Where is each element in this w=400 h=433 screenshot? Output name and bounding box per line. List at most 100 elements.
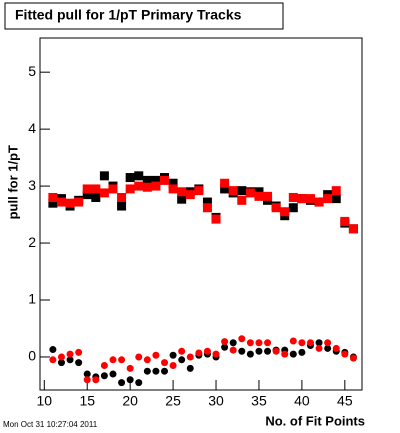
circle-marker xyxy=(109,370,117,378)
square-marker xyxy=(134,171,144,181)
square-marker xyxy=(194,186,204,196)
x-tick-label: 45 xyxy=(337,393,353,409)
square-marker xyxy=(331,194,341,204)
y-tick-label: 0 xyxy=(28,348,36,364)
circle-marker xyxy=(152,351,160,359)
square-marker xyxy=(117,192,127,202)
square-marker xyxy=(48,192,58,202)
square-marker xyxy=(237,186,247,196)
circle-marker xyxy=(281,350,289,358)
circle-marker xyxy=(118,356,126,364)
circle-marker xyxy=(75,359,83,367)
square-marker xyxy=(48,198,58,208)
square-marker xyxy=(220,184,230,194)
circle-marker xyxy=(75,348,83,356)
circle-marker xyxy=(186,353,194,361)
square-marker xyxy=(202,197,212,207)
circle-marker xyxy=(126,364,134,372)
square-marker xyxy=(331,186,341,196)
square-marker xyxy=(280,207,290,217)
circle-marker xyxy=(212,350,220,358)
square-marker xyxy=(91,184,101,194)
circle-marker xyxy=(178,356,186,364)
square-marker xyxy=(99,188,109,198)
square-marker xyxy=(99,171,109,181)
circle-marker xyxy=(298,348,306,356)
square-marker xyxy=(254,191,264,201)
circle-marker xyxy=(255,347,263,355)
circle-marker xyxy=(169,362,177,370)
circle-marker xyxy=(135,353,143,361)
circle-marker xyxy=(315,339,323,347)
square-marker xyxy=(211,214,221,224)
circle-marker xyxy=(186,364,194,372)
circle-marker xyxy=(92,376,100,384)
circle-marker xyxy=(272,347,280,355)
square-marker xyxy=(305,194,315,204)
y-tick-label: 5 xyxy=(28,63,36,79)
circle-marker xyxy=(289,337,297,345)
circle-marker xyxy=(203,347,211,355)
square-marker xyxy=(288,192,298,202)
circle-marker xyxy=(332,344,340,352)
circle-marker xyxy=(229,346,237,354)
square-marker xyxy=(177,194,187,204)
square-marker xyxy=(237,195,247,205)
y-tick-label: 1 xyxy=(28,291,36,307)
circle-marker xyxy=(221,338,229,346)
circle-marker xyxy=(246,339,254,347)
square-marker xyxy=(202,203,212,213)
circle-marker xyxy=(349,354,357,362)
square-marker xyxy=(323,194,333,204)
circle-marker xyxy=(57,353,65,361)
square-marker xyxy=(245,188,255,198)
circle-marker xyxy=(49,356,57,364)
x-tick-label: 20 xyxy=(122,393,138,409)
x-tick-label: 35 xyxy=(251,393,267,409)
circle-marker xyxy=(221,343,229,351)
circle-marker xyxy=(324,339,332,347)
square-marker xyxy=(168,184,178,194)
square-marker xyxy=(74,197,84,207)
x-tick-label: 30 xyxy=(208,393,224,409)
circle-marker xyxy=(246,350,254,358)
title-box xyxy=(4,2,284,30)
square-marker xyxy=(263,191,273,201)
y-tick-label: 2 xyxy=(28,234,36,250)
circle-marker xyxy=(109,356,117,364)
square-marker xyxy=(220,178,230,188)
square-marker xyxy=(134,181,144,191)
circle-marker xyxy=(306,339,314,347)
square-marker xyxy=(151,175,161,185)
circle-marker xyxy=(66,350,74,358)
circle-marker xyxy=(169,351,177,359)
circle-marker xyxy=(57,359,65,367)
circle-marker xyxy=(178,347,186,355)
circle-marker xyxy=(135,379,143,387)
circle-marker xyxy=(264,339,272,347)
square-marker xyxy=(185,190,195,200)
square-marker xyxy=(65,198,75,208)
square-marker xyxy=(142,182,152,192)
square-marker xyxy=(228,186,238,196)
square-marker xyxy=(82,184,92,194)
y-axis-label: pull for 1/pT xyxy=(5,145,20,219)
circle-marker xyxy=(238,347,246,355)
square-marker xyxy=(271,203,281,213)
y-tick-label: 4 xyxy=(28,120,36,136)
chart-title: Fitted pull for 1/pT Primary Tracks xyxy=(15,7,242,23)
square-marker xyxy=(288,203,298,213)
square-marker xyxy=(108,184,118,194)
circle-marker xyxy=(83,376,91,384)
y-tick-label: 3 xyxy=(28,177,36,193)
circle-marker xyxy=(161,367,169,375)
circle-marker xyxy=(238,335,246,343)
circle-marker xyxy=(315,344,323,352)
square-marker xyxy=(117,201,127,211)
x-tick-label: 10 xyxy=(37,393,53,409)
x-tick-label: 25 xyxy=(165,393,181,409)
circle-marker xyxy=(341,350,349,358)
x-tick-label: 15 xyxy=(79,393,95,409)
circle-marker xyxy=(289,350,297,358)
